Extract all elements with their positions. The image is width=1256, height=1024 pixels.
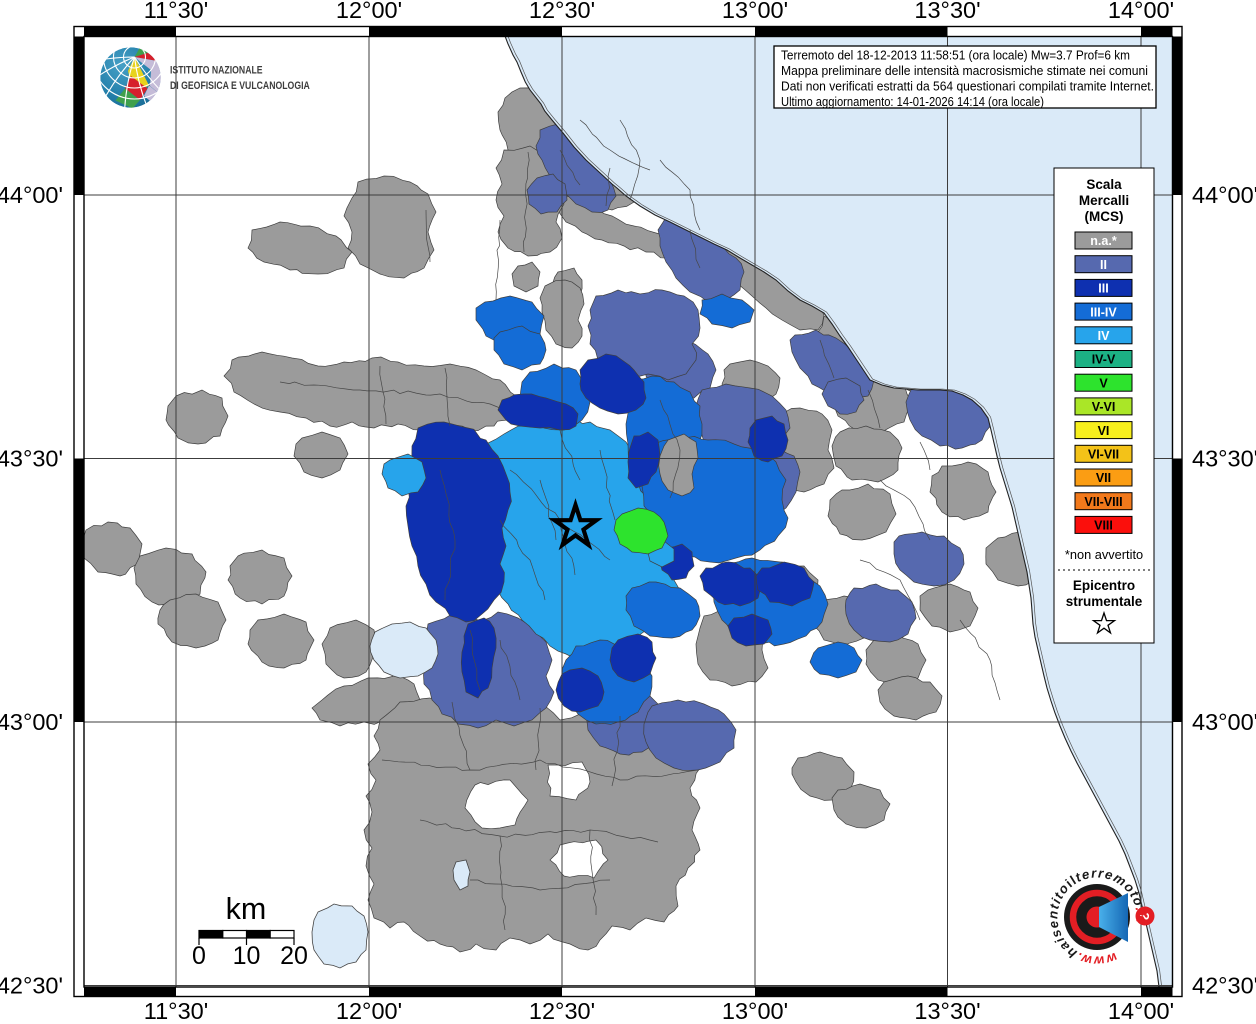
svg-text:10: 10 [233,942,261,970]
svg-text:strumentale: strumentale [1066,594,1143,609]
svg-text:II: II [1100,258,1107,272]
svg-text:13°00': 13°00' [722,0,788,23]
svg-text:12°30': 12°30' [529,998,595,1024]
svg-text:14°00': 14°00' [1108,998,1174,1024]
svg-text:III-IV: III-IV [1090,305,1117,319]
svg-text:ISTITUTO NAZIONALE: ISTITUTO NAZIONALE [170,65,263,77]
svg-text:Dati non verificati estratti d: Dati non verificati estratti da 564 ques… [781,79,1154,94]
svg-text:IV: IV [1098,329,1110,343]
svg-text:43°30': 43°30' [1192,446,1256,472]
svg-text:V: V [1099,376,1108,390]
svg-text:13°00': 13°00' [722,998,788,1024]
svg-text:IV-V: IV-V [1092,353,1116,367]
svg-text:VII-VIII: VII-VIII [1084,495,1122,509]
svg-text:0: 0 [192,942,206,970]
svg-text:n.a.*: n.a.* [1090,234,1117,248]
svg-text:VIII: VIII [1094,519,1113,533]
svg-text:Mercalli: Mercalli [1079,193,1129,208]
svg-text:20: 20 [280,942,308,970]
svg-text:Ultimo aggiornamento: 14-01-20: Ultimo aggiornamento: 14-01-2026 14:14 (… [781,94,1044,109]
svg-text:43°00': 43°00' [0,709,63,735]
svg-text:VI-VII: VI-VII [1088,448,1119,462]
svg-text:DI GEOFISICA E VULCANOLOGIA: DI GEOFISICA E VULCANOLOGIA [170,80,310,92]
svg-text:*non avvertito: *non avvertito [1065,547,1143,562]
svg-text:VII: VII [1096,471,1111,485]
svg-text:12°00': 12°00' [336,998,402,1024]
svg-text:Mappa preliminare delle intens: Mappa preliminare delle intensità macros… [781,63,1148,78]
svg-text:13°30': 13°30' [914,0,980,23]
svg-text:44°00': 44°00' [0,182,63,208]
svg-text:Epicentro: Epicentro [1073,578,1135,593]
svg-text:Scala: Scala [1086,177,1122,192]
svg-text:12°00': 12°00' [336,0,402,23]
svg-text:43°00': 43°00' [1192,709,1256,735]
svg-text:VI: VI [1098,424,1110,438]
svg-text:km: km [226,892,267,926]
svg-text:44°00': 44°00' [1192,182,1256,208]
svg-text:Terremoto del 18-12-2013 11:58: Terremoto del 18-12-2013 11:58:51 (ora l… [781,48,1130,63]
svg-text:42°30': 42°30' [0,973,63,999]
svg-text:42°30': 42°30' [1192,973,1256,999]
svg-text:14°00': 14°00' [1108,0,1174,23]
svg-text:?: ? [1136,911,1152,921]
svg-text:11°30': 11°30' [144,0,208,23]
svg-text:12°30': 12°30' [529,0,595,23]
svg-text:(MCS): (MCS) [1085,209,1124,224]
svg-text:13°30': 13°30' [914,998,980,1024]
svg-text:III: III [1098,282,1108,296]
svg-text:43°30': 43°30' [0,446,63,472]
svg-text:11°30': 11°30' [144,998,208,1024]
svg-text:V-VI: V-VI [1092,400,1116,414]
